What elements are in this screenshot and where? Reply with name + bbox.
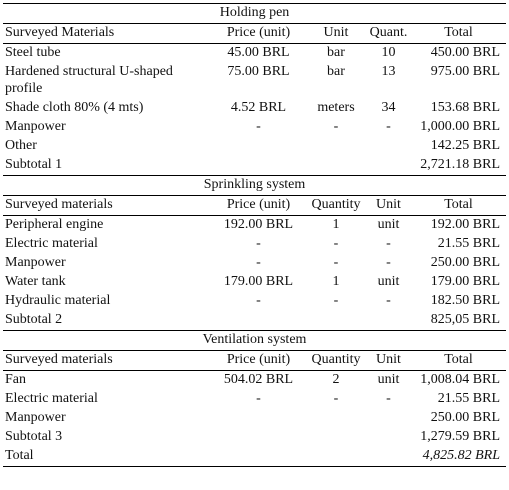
header-unit: Unit — [366, 350, 411, 371]
header-price: Price (unit) — [211, 350, 306, 371]
header-item: Surveyed Materials — [3, 23, 211, 44]
table-header: Surveyed materials Price (unit) Quantity… — [3, 195, 507, 216]
table-row: Manpower - - - 250.00 BRL — [5, 254, 501, 270]
header-quantity: Quantity — [306, 350, 366, 371]
grand-total-row: Total 4,825.82 BRL — [3, 446, 507, 467]
table-row: Electric material - - - 21.55 BRL — [5, 235, 501, 251]
header-quantity: Quant. — [366, 23, 411, 44]
cost-table-container: Holding pen Surveyed Materials Price (un… — [3, 3, 507, 484]
header-total: Total — [411, 23, 507, 44]
header-quantity: Quantity — [306, 195, 366, 216]
table-row: Manpower - - - 1,000.00 BRL — [5, 118, 501, 134]
header-total: Total — [411, 350, 507, 371]
header-price: Price (unit) — [211, 195, 306, 216]
header-total: Total — [411, 195, 507, 216]
table-row: Hardened structural U-shaped profile 75.… — [5, 64, 501, 96]
table-row: Peripheral engine 192.00 BRL 1 unit 192.… — [5, 216, 501, 232]
section-title-sprinkling-system: Sprinkling system — [3, 174, 507, 196]
section-title-ventilation-system: Ventilation system — [3, 329, 507, 351]
section-title-holding-pen: Holding pen — [3, 3, 507, 24]
table-row: Other 142.25 BRL — [5, 137, 501, 153]
table-row: Electric material - - - 21.55 BRL — [5, 390, 501, 406]
table-row: Steel tube 45.00 BRL bar 10 450.00 BRL — [5, 45, 501, 60]
subtotal-row: Subtotal 2 825,05 BRL — [5, 311, 501, 327]
header-unit: Unit — [306, 23, 366, 44]
table-header: Surveyed Materials Price (unit) Unit Qua… — [3, 23, 507, 44]
cost-table: Holding pen Surveyed Materials Price (un… — [3, 3, 507, 467]
grand-total-value: 4,825.82 BRL — [411, 446, 507, 467]
table-row: Manpower 250.00 BRL — [5, 409, 501, 425]
table-row: Shade cloth 80% (4 mts) 4.52 BRL meters … — [5, 99, 501, 115]
header-price: Price (unit) — [211, 23, 306, 44]
table-row: Hydraulic material - - - 182.50 BRL — [5, 292, 501, 308]
subtotal-row: Subtotal 3 1,279.59 BRL — [5, 428, 501, 444]
table-row: Fan 504.02 BRL 2 unit 1,008.04 BRL — [5, 371, 501, 387]
table-row: Water tank 179.00 BRL 1 unit 179.00 BRL — [5, 273, 501, 289]
header-item: Surveyed materials — [3, 350, 211, 371]
header-unit: Unit — [366, 195, 411, 216]
subtotal-row: Subtotal 1 2,721.18 BRL — [5, 156, 501, 172]
header-item: Surveyed materials — [3, 195, 211, 216]
table-header: Surveyed materials Price (unit) Quantity… — [3, 350, 507, 371]
